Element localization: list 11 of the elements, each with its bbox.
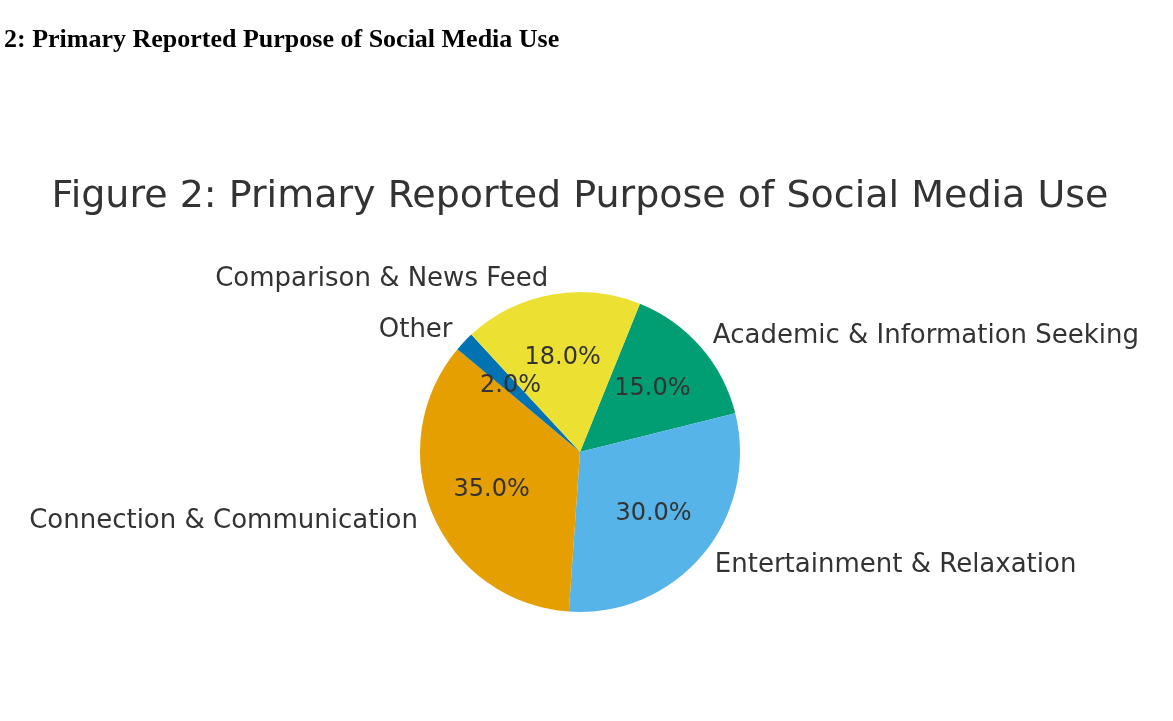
text: 2: Primary Reported Purpose of Social Media Use [4,24,560,54]
chart-title: Figure 2: Primary Reported Purpose of Social Media Use [51,171,1109,216]
slice-label: Academic & Information Seeking [712,319,1140,350]
data-label: 15.0% [614,373,691,402]
slice-label: Connection & Communication [29,503,418,534]
data-label: 30.0% [615,497,692,526]
slice-label: Comparison & News Feed [215,261,549,292]
data-label: 18.0% [524,341,601,370]
slice-label: Other [378,313,453,344]
data-label: 35.0% [453,473,530,502]
slice-label: Entertainment & Relaxation [714,547,1077,578]
